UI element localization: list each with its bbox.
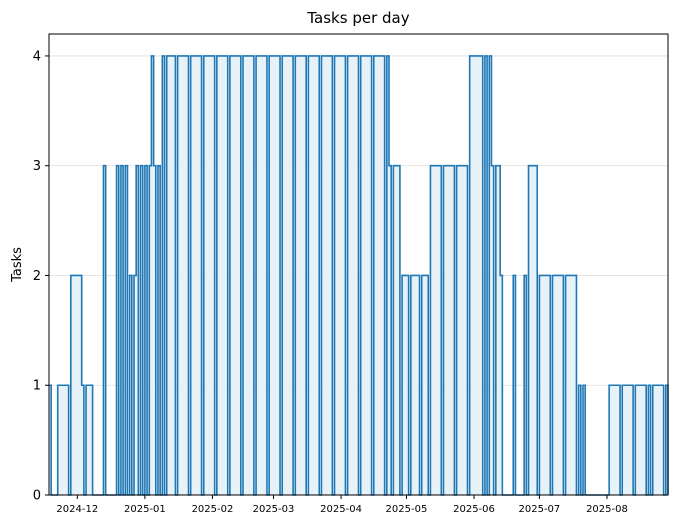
x-tick-label: 2025-07 <box>519 504 561 515</box>
y-tick-label: 4 <box>33 49 41 64</box>
x-tick-label: 2024-12 <box>56 504 98 515</box>
chart-title: Tasks per day <box>306 9 409 27</box>
plot-marks <box>49 55 669 496</box>
x-tick-label: 2025-01 <box>124 504 166 515</box>
y-tick-label: 2 <box>33 269 41 284</box>
x-tick-label: 2025-06 <box>453 504 495 515</box>
plot-frame <box>48 33 669 496</box>
y-axis-label: Tasks <box>10 247 25 283</box>
y-tick-label: 3 <box>33 159 41 174</box>
x-tick-label: 2025-04 <box>320 504 362 515</box>
y-tick-label: 1 <box>33 379 41 394</box>
x-tick-label: 2025-03 <box>253 504 295 515</box>
x-tick-label: 2025-05 <box>386 504 428 515</box>
y-tick-label: 0 <box>33 489 41 504</box>
x-tick-label: 2025-02 <box>192 504 234 515</box>
axes: 0 1 2 3 4 2024-12 2025-01 2025-02 2025-03 2025-04… <box>33 49 628 515</box>
x-tick-label: 2025-08 <box>586 504 628 515</box>
